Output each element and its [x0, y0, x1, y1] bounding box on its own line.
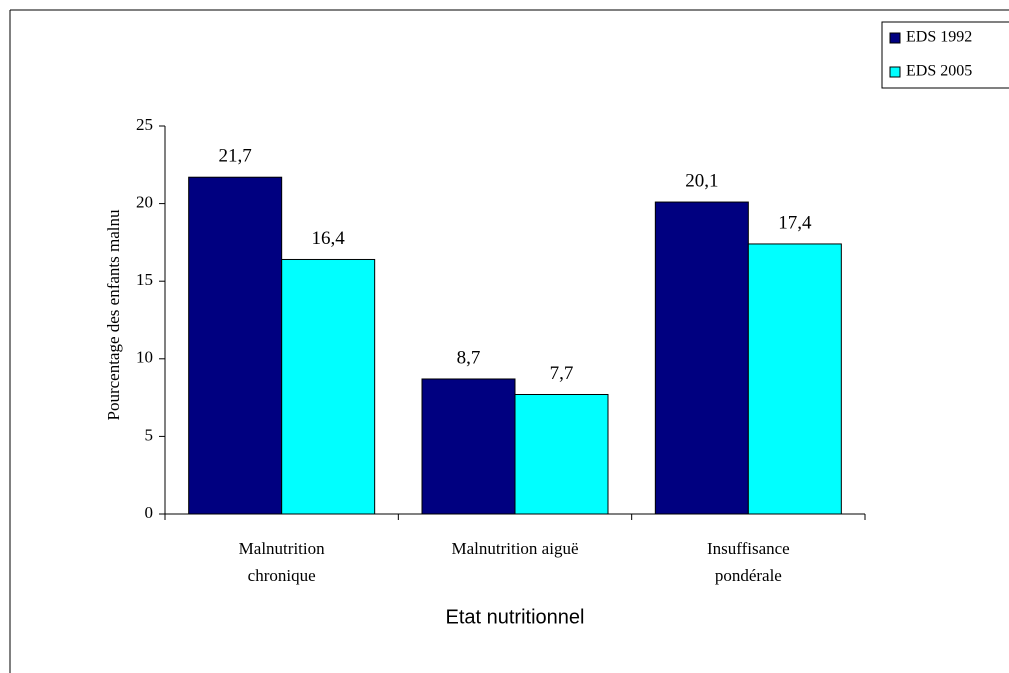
y-tick-label: 5 — [145, 425, 154, 444]
bar — [421, 378, 516, 515]
legend-swatch — [889, 32, 901, 44]
y-tick-label: 0 — [145, 503, 154, 522]
y-tick-label: 15 — [136, 270, 153, 289]
legend-swatch — [889, 66, 901, 78]
bar — [654, 201, 749, 515]
y-tick-label: 10 — [136, 348, 153, 367]
x-tick-label: Malnutrition aiguë — [451, 539, 579, 558]
x-tick-label: Insuffisance pondérale — [706, 539, 790, 585]
value-label: 16,4 — [312, 228, 346, 249]
value-label: 7,7 — [550, 363, 574, 384]
value-label: 8,7 — [457, 347, 481, 368]
y-axis-title: Pourcentage des enfants malnu — [104, 209, 123, 421]
bar — [747, 243, 842, 515]
bar — [188, 176, 283, 515]
legend-box — [881, 21, 1009, 89]
x-tick-label: Malnutrition chronique — [238, 539, 325, 585]
legend-label: EDS 2005 — [906, 63, 972, 80]
x-axis-title: Etat nutritionnel — [446, 606, 585, 628]
legend-label: EDS 1992 — [906, 29, 972, 46]
value-label: 21,7 — [219, 146, 252, 167]
bar — [514, 393, 609, 515]
y-tick-label: 20 — [136, 193, 153, 212]
value-label: 20,1 — [685, 170, 718, 191]
y-tick-label: 25 — [136, 115, 153, 134]
bar — [281, 258, 376, 515]
value-label: 17,4 — [778, 212, 812, 233]
